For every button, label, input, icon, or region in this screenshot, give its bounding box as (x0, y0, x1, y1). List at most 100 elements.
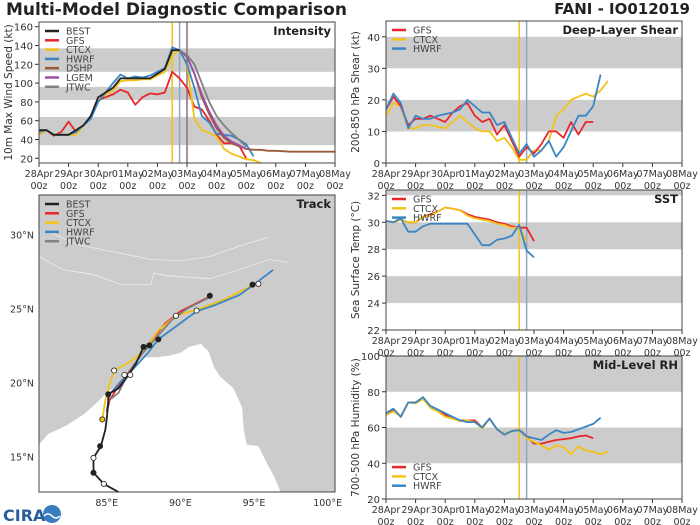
y-tick-label: 100 (361, 352, 380, 363)
lat-tick-label: 15°N (10, 452, 34, 463)
track-position-marker (90, 454, 97, 461)
x-tick-sublabel: 00z (466, 348, 483, 359)
track-position-marker (255, 280, 262, 287)
y-tick-label: 30 (367, 64, 380, 75)
y-tick-label: 22 (367, 326, 380, 337)
x-tick-sublabel: 00z (178, 181, 195, 192)
threshold-band (386, 222, 682, 250)
x-tick-label: 03May (518, 169, 550, 180)
track-position-marker (249, 281, 256, 288)
track-position-marker (99, 416, 106, 423)
y-tick-label: 100 (14, 79, 33, 90)
x-tick-sublabel: 00z (297, 181, 314, 192)
x-tick-label: 05May (577, 336, 609, 347)
series-line-hwrf (386, 396, 602, 441)
y-axis-label: 200-850 hPa Shear (kt) (350, 31, 362, 153)
y-tick-label: 0 (374, 159, 380, 170)
x-tick-label: 05May (230, 169, 262, 180)
x-tick-sublabel: 00z (555, 181, 572, 192)
panel-rh: 2040608010028Apr00z29Apr00z30Apr00z01May… (350, 352, 698, 525)
series-line-ctcx (386, 80, 609, 161)
x-tick-label: 29Apr (54, 169, 83, 180)
x-tick-label: 06May (607, 505, 639, 516)
legend-label-jtwc: JTWC (65, 237, 91, 248)
y-tick-label: 10 (367, 127, 380, 138)
x-tick-sublabel: 00z (644, 348, 661, 359)
x-tick-sublabel: 00z (673, 348, 690, 359)
lat-tick-label: 25°N (10, 304, 34, 315)
y-axis-label: Sea Surface Temp (°C) (350, 201, 362, 319)
y-tick-label: 20 (367, 495, 380, 506)
x-tick-sublabel: 00z (437, 348, 454, 359)
x-tick-label: 06May (607, 336, 639, 347)
series-line-lgem (179, 49, 247, 150)
panel-shear: 01020304028Apr00z29Apr00z30Apr00z01May00… (350, 20, 698, 192)
legend-label-ctcx: CTCX (413, 472, 439, 483)
region-border (47, 230, 269, 262)
x-tick-sublabel: 00z (326, 181, 343, 192)
y-tick-label: 40 (367, 459, 380, 470)
x-tick-label: 30Apr (431, 505, 460, 516)
panel-title: Track (297, 197, 332, 211)
logo-wave (43, 513, 61, 519)
panel-intensity: 2040608010012014016028Apr00z29Apr00z30Ap… (3, 21, 351, 192)
x-tick-label: 28Apr (372, 169, 401, 180)
x-tick-sublabel: 00z (119, 181, 136, 192)
x-tick-label: 29Apr (401, 505, 430, 516)
legend-label-dshp: DSHP (66, 64, 92, 75)
track-line-jtwc (110, 297, 209, 400)
track-position-marker (140, 343, 147, 350)
threshold-band (386, 190, 682, 196)
axes-frame (385, 189, 683, 331)
x-tick-label: 02May (489, 169, 521, 180)
cira-logo: CIRA (3, 505, 61, 525)
y-tick-label: 40 (367, 33, 380, 44)
y-tick-label: 60 (367, 424, 380, 435)
y-tick-label: 32 (367, 191, 380, 202)
x-tick-label: 08May (666, 336, 698, 347)
y-tick-label: 160 (14, 23, 33, 34)
x-tick-label: 04May (548, 169, 580, 180)
series-line-hwrf (386, 217, 535, 258)
legend-label-best: BEST (66, 200, 91, 211)
track-position-marker (90, 469, 97, 476)
x-tick-sublabel: 00z (377, 348, 394, 359)
y-tick-label: 40 (20, 136, 33, 147)
legend-label-gfs: GFS (413, 463, 432, 474)
track-position-marker (105, 391, 112, 398)
threshold-band (386, 36, 682, 69)
x-tick-label: 08May (666, 505, 698, 516)
x-tick-sublabel: 00z (466, 181, 483, 192)
y-tick-label: 20 (20, 154, 33, 165)
x-tick-label: 03May (171, 169, 203, 180)
x-tick-label: 02May (142, 169, 174, 180)
lon-tick-label: 100°E (313, 498, 342, 509)
x-tick-label: 07May (637, 169, 669, 180)
panel-title: Intensity (273, 24, 331, 38)
axes-frame (385, 355, 683, 500)
track-position-marker (146, 342, 153, 349)
legend-label-gfs: GFS (413, 26, 432, 37)
lat-tick-label: 20°N (10, 378, 34, 389)
x-tick-label: 01May (459, 169, 491, 180)
threshold-band (386, 427, 682, 464)
x-tick-sublabel: 00z (377, 517, 394, 525)
track-position-marker (172, 312, 179, 319)
x-tick-label: 04May (548, 505, 580, 516)
series-line-jtwc (179, 49, 247, 148)
legend-label-gfs: GFS (66, 209, 85, 220)
series-line-gfs (386, 95, 594, 158)
ocean-bay-of-bengal (37, 343, 281, 492)
x-tick-sublabel: 00z (673, 517, 690, 525)
x-tick-label: 29Apr (401, 336, 430, 347)
x-tick-sublabel: 00z (496, 517, 513, 525)
x-tick-label: 29Apr (401, 169, 430, 180)
x-tick-label: 03May (518, 336, 550, 347)
x-tick-sublabel: 00z (407, 517, 424, 525)
x-tick-label: 01May (459, 336, 491, 347)
track-position-marker (127, 371, 134, 378)
